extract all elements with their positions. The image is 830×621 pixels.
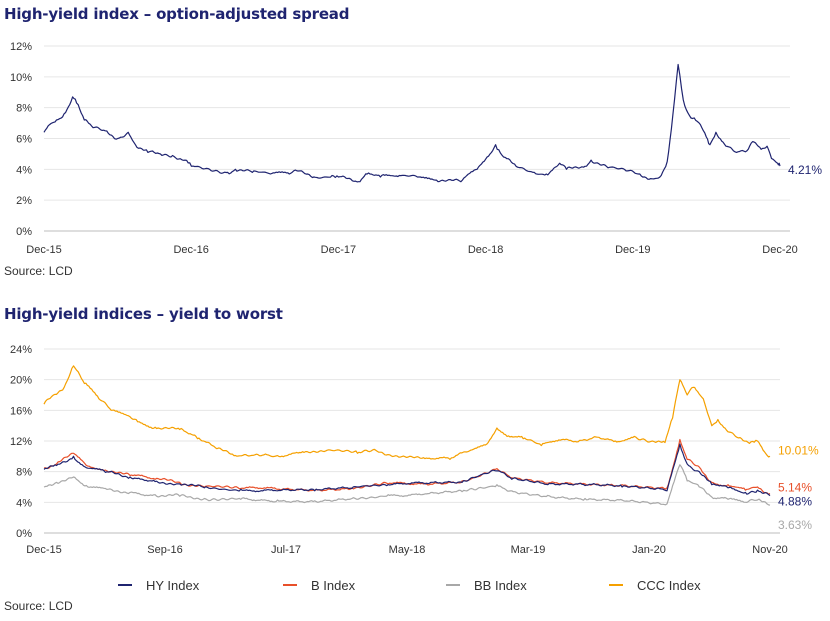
chart-2-y-tick-label: 20% [10,375,32,387]
legend-item-bb: BB Index [446,576,527,594]
chart-2-y-tick-label: 8% [16,467,32,479]
chart-2-title: High-yield indices – yield to worst [4,305,283,323]
chart-1-y-tick-label: 4% [16,164,32,176]
chart-1-title: High-yield index – option-adjusted sprea… [4,5,350,23]
chart-1-x-tick-label: Dec-16 [173,244,208,256]
chart-2-x-tick-label: Mar-19 [511,544,546,556]
chart-1-x-tick-label: Dec-17 [321,244,356,256]
chart-2-x-tick-label: Dec-15 [26,544,61,556]
series-end-label-hy-index: 4.88% [778,495,812,509]
series-line-ccc-index [43,365,771,460]
chart-1-source: Source: LCD [4,264,73,278]
legend-item-ccc: CCC Index [609,576,701,594]
legend-label-ccc: CCC Index [637,577,701,593]
chart-2-y-tick-label: 0% [16,528,32,540]
chart-2-y-tick-label: 12% [10,436,32,448]
series-line-oas [43,63,781,183]
chart-2-x-tick-label: Nov-20 [752,544,787,556]
chart-2-y-tick-label: 4% [16,497,32,509]
legend-label-bb: BB Index [474,577,527,593]
series-end-label-ccc-index: 10.01% [778,443,819,457]
series-end-label-bb-index: 3.63% [778,518,812,532]
chart-1-y-tick-label: 0% [16,226,32,238]
chart-2-legend: HY Index B Index BB Index CCC Index [0,576,830,594]
legend-label-hy: HY Index [146,577,200,593]
chart-1-y-tick-label: 6% [16,134,32,146]
chart-1-y-tick-label: 12% [10,41,32,53]
legend-swatch-ccc [609,584,623,586]
chart-2-x-tick-label: Jul-17 [271,544,301,556]
legend-item-b: B Index [283,576,355,594]
chart-1-x-tick-label: Dec-19 [615,244,650,256]
chart-1-y-tick-label: 2% [16,195,32,207]
chart-2-x-tick-label: Sep-16 [147,544,182,556]
series-end-label-b-index: 5.14% [778,481,812,495]
series-line-bb-index [43,464,771,506]
chart-2-y-tick-label: 24% [10,344,32,356]
legend-swatch-bb [446,584,460,586]
legend-item-hy: HY Index [118,576,199,594]
series-line-b-index [44,438,771,495]
chart-2-source: Source: LCD [4,599,73,613]
chart-1-y-tick-label: 8% [16,103,32,115]
chart-2-x-tick-label: May-18 [389,544,426,556]
chart-1-x-tick-label: Dec-15 [26,244,61,256]
chart-2-x-tick-label: Jan-20 [632,544,666,556]
chart-2-y-tick-label: 16% [10,405,32,417]
legend-label-b: B Index [311,577,356,593]
series-line-hy-index [43,443,771,497]
chart-1-x-tick-label: Dec-18 [468,244,503,256]
chart-1-y-tick-label: 10% [10,72,32,84]
legend-swatch-hy [118,584,132,586]
legend-swatch-b [283,584,297,586]
series-end-label-oas: 4.21% [788,163,822,177]
chart-1-x-tick-label: Dec-20 [762,244,797,256]
